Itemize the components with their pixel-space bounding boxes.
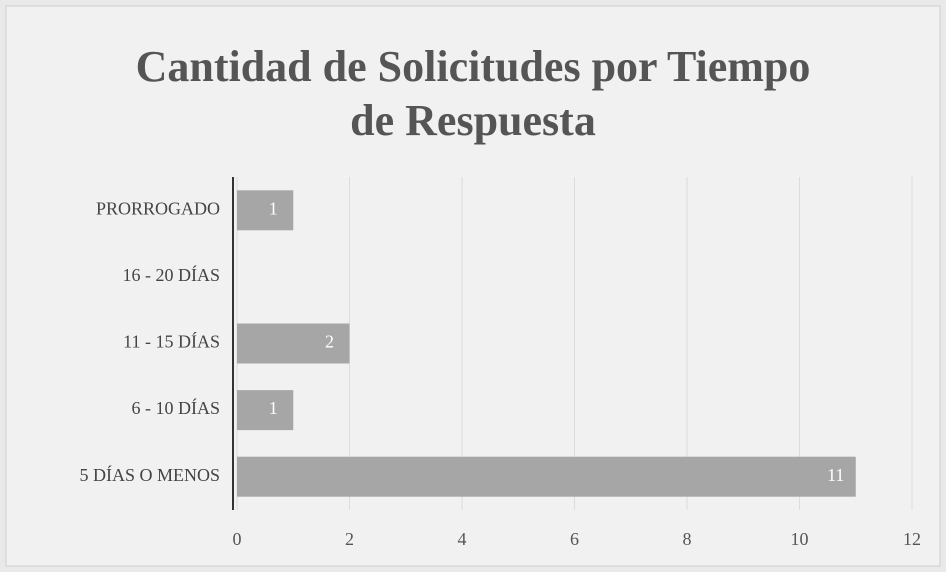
y-tick-label: PRORROGADO	[96, 198, 220, 218]
x-tick-label: 4	[458, 529, 467, 549]
y-tick-label: 11 - 15 DÍAS	[123, 331, 220, 352]
data-label: 1	[269, 198, 278, 218]
y-tick-label: 16 - 20 DÍAS	[123, 264, 221, 285]
y-tick-label: 5 DÍAS O MENOS	[79, 464, 220, 485]
x-tick-label: 0	[233, 529, 242, 549]
x-tick-label: 10	[791, 529, 809, 549]
x-tick-label: 6	[570, 529, 579, 549]
data-label: 1	[269, 398, 278, 418]
bar	[237, 190, 294, 231]
chart-title: Cantidad de Solicitudes por Tiempo de Re…	[135, 42, 811, 145]
bar	[237, 323, 350, 364]
y-tick-label: 6 - 10 DÍAS	[132, 397, 221, 418]
x-tick-label: 2	[345, 529, 354, 549]
bar	[237, 456, 856, 497]
data-label: 11	[827, 465, 844, 485]
bar	[237, 390, 294, 431]
x-tick-label: 12	[903, 529, 921, 549]
data-label: 2	[325, 332, 334, 352]
x-tick-label: 8	[683, 529, 692, 549]
